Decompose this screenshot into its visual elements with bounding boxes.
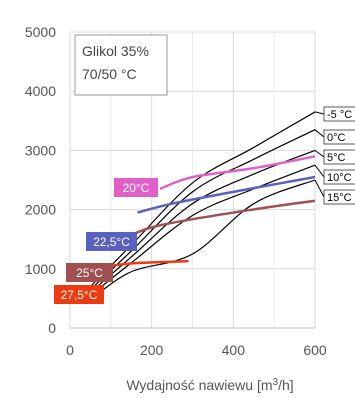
annotation-frame: [74, 34, 168, 96]
y-tick-label: 0: [48, 320, 56, 336]
series-label: 22,5°C: [93, 235, 130, 249]
curve-label-leader: [314, 111, 325, 115]
series-label-box: [54, 285, 104, 304]
x-axis-label-sup: 3: [273, 377, 279, 388]
series-line: [159, 155, 316, 191]
x-tick-label: 200: [140, 342, 164, 358]
x-tick-label: 600: [303, 342, 327, 358]
curve-line: [90, 129, 316, 290]
curve-label: -5 °C: [327, 109, 352, 121]
curve-label-leader: [314, 179, 325, 198]
x-axis-label: Wydajność nawiewu [m3/h]: [126, 377, 293, 393]
curve-label-box: [323, 149, 355, 165]
curve-label-leader: [314, 164, 325, 178]
y-tick-label: 4000: [25, 83, 56, 99]
annotation-line-1: Glikol 35%: [82, 43, 149, 59]
curve-line: [90, 179, 316, 301]
x-tick-label: 400: [222, 342, 246, 358]
annotation-line-2: 70/50 °C: [82, 66, 137, 82]
curve-label: 10°C: [327, 172, 352, 184]
series-label-box: [86, 232, 137, 251]
curve-label-box: [323, 106, 355, 122]
curve-label: 5°C: [327, 152, 346, 164]
curve-label-box: [323, 129, 355, 145]
series-labels: 20°C 22,5°C 25°C 27,5°C: [54, 178, 158, 304]
x-axis-label-end: /h]: [278, 377, 294, 393]
curve-label-leader: [314, 149, 325, 158]
temperature-curves: [89, 111, 316, 301]
x-axis-label-main: Wydajność nawiewu [m: [126, 377, 272, 393]
curve-label: 0°C: [327, 132, 346, 144]
axis-ticks: 0 1000 2000 3000 4000 5000 0 200 400 600: [25, 24, 327, 358]
series-label: 20°C: [123, 181, 150, 195]
curve-labels: -5 °C 0°C 5°C 10°C 15°C: [314, 106, 355, 205]
curve-line: [90, 149, 316, 293]
series-label-box: [114, 178, 158, 197]
series-label: 27,5°C: [61, 288, 98, 302]
curve-line: [90, 164, 316, 296]
y-tick-label: 1000: [25, 261, 56, 277]
series-label-box: [66, 263, 113, 282]
series-line: [137, 175, 316, 214]
curve-label-box: [323, 189, 355, 205]
curve-label-leader: [314, 129, 325, 138]
curve-label: 15°C: [327, 192, 352, 204]
x-tick-label: 0: [66, 342, 74, 358]
annotation-box: Glikol 35% 70/50 °C: [74, 34, 168, 96]
y-tick-label: 2000: [25, 202, 56, 218]
series-line: [101, 259, 189, 269]
curve-label-box: [323, 169, 355, 185]
y-tick-label: 5000: [25, 24, 56, 40]
series-label: 25°C: [76, 266, 103, 280]
y-tick-label: 3000: [25, 142, 56, 158]
curve-line: [89, 111, 316, 287]
